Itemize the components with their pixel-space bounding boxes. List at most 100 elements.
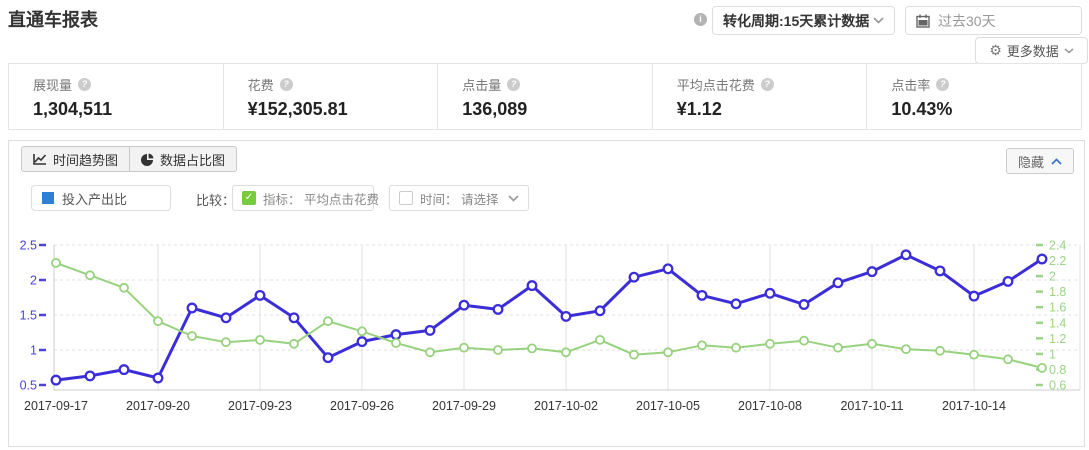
data-point-roi[interactable] <box>186 302 198 314</box>
chart-legend-row: 投入产出比 比较： 指标： 平均点击花费 时间： 请选择 <box>9 185 1084 213</box>
data-point-avg_cost[interactable] <box>799 335 809 346</box>
data-point-avg_cost[interactable] <box>187 331 197 341</box>
data-point-avg_cost[interactable] <box>425 347 435 358</box>
chevron-down-icon <box>873 17 884 24</box>
help-icon[interactable] <box>760 78 774 91</box>
data-point-roi[interactable] <box>526 280 538 292</box>
data-point-avg_cost[interactable] <box>901 344 911 355</box>
data-point-avg_cost[interactable] <box>51 257 61 268</box>
data-point-roi[interactable] <box>968 290 980 302</box>
info-icon[interactable] <box>694 13 707 26</box>
data-point-avg_cost[interactable] <box>289 338 299 349</box>
data-point-avg_cost[interactable] <box>969 349 979 360</box>
data-point-avg_cost[interactable] <box>323 316 333 327</box>
hide-chart-button[interactable]: 隐藏 <box>1005 148 1074 174</box>
data-point-roi[interactable] <box>764 287 776 299</box>
data-point-roi[interactable] <box>424 324 436 336</box>
data-point-avg_cost[interactable] <box>595 335 605 345</box>
metric-value: 1,304,511 <box>33 99 113 119</box>
data-point-roi[interactable] <box>730 298 742 310</box>
metric-value: 136,089 <box>462 99 528 119</box>
data-point-avg_cost[interactable] <box>833 342 843 353</box>
help-icon[interactable] <box>279 78 293 91</box>
data-point-roi[interactable] <box>152 372 164 384</box>
more-data-button[interactable]: 更多数据 <box>975 37 1088 64</box>
data-point-avg_cost[interactable] <box>527 343 537 354</box>
data-point-avg_cost[interactable] <box>765 338 775 349</box>
data-point-roi[interactable] <box>662 263 674 275</box>
compare-time-checkbox[interactable]: 时间： 请选择 <box>389 185 529 211</box>
data-point-roi[interactable] <box>356 336 368 348</box>
conversion-cycle-select[interactable]: 转化周期:15天累计数据 <box>712 6 895 35</box>
pie-chart-icon <box>141 153 154 166</box>
data-point-roi[interactable] <box>560 310 572 322</box>
metric-card-impressions: 展现量 1,304,511 <box>9 64 223 129</box>
compare-label: 比较： <box>196 193 236 208</box>
metric-card-cost: 花费 ¥152,305.81 <box>222 64 438 129</box>
data-point-roi[interactable] <box>934 265 946 277</box>
compare-metric-checkbox[interactable]: 指标： 平均点击花费 <box>232 185 379 211</box>
data-point-roi[interactable] <box>458 299 470 311</box>
left-axis-tick-label: 2.5 <box>20 239 37 253</box>
data-point-roi[interactable] <box>696 289 708 301</box>
data-point-avg_cost[interactable] <box>561 347 571 358</box>
data-point-roi[interactable] <box>866 266 878 278</box>
chart-panel: 时间趋势图 数据占比图 隐藏 投入产出比 比较： 指标： 平均点击花费 <box>8 140 1085 447</box>
line-chart-icon <box>33 154 47 165</box>
data-point-roi[interactable] <box>254 289 266 301</box>
trend-chart: 0.511.522.50.60.811.21.41.61.822.22.4201… <box>20 239 1081 413</box>
data-point-avg_cost[interactable] <box>221 337 231 348</box>
data-point-roi[interactable] <box>322 352 334 364</box>
help-icon[interactable] <box>78 78 92 91</box>
data-point-avg_cost[interactable] <box>663 347 673 358</box>
metric-value: 10.43% <box>891 99 953 119</box>
metric-card-clicks: 点击量 136,089 <box>437 64 652 129</box>
data-point-roi[interactable] <box>390 329 402 341</box>
data-point-avg_cost[interactable] <box>697 340 707 351</box>
data-point-avg_cost[interactable] <box>935 345 945 356</box>
data-point-avg_cost[interactable] <box>1037 362 1047 373</box>
tab-time-trend[interactable]: 时间趋势图 <box>21 146 131 172</box>
data-point-roi[interactable] <box>492 303 504 315</box>
x-axis-tick-label: 2017-10-14 <box>942 399 1006 413</box>
data-point-roi[interactable] <box>288 312 300 324</box>
data-point-avg_cost[interactable] <box>493 345 503 355</box>
data-point-avg_cost[interactable] <box>867 338 877 349</box>
data-point-roi[interactable] <box>84 370 96 382</box>
data-point-avg_cost[interactable] <box>629 349 639 360</box>
data-point-avg_cost[interactable] <box>85 270 95 281</box>
data-point-avg_cost[interactable] <box>119 282 129 293</box>
series-label: 投入产出比 <box>62 191 128 207</box>
data-point-avg_cost[interactable] <box>255 335 265 345</box>
x-axis-tick-label: 2017-09-23 <box>228 399 292 413</box>
date-range-picker[interactable]: 过去30天 <box>905 6 1082 35</box>
metric-card-avg-click-cost: 平均点击花费 ¥1.12 <box>651 64 867 129</box>
help-icon[interactable] <box>507 78 521 91</box>
metric-label: 平均点击花费 <box>676 78 755 93</box>
series-line-avg_cost <box>55 261 1043 369</box>
metric-label: 展现量 <box>33 78 73 93</box>
data-point-roi[interactable] <box>798 299 810 310</box>
help-icon[interactable] <box>936 78 950 91</box>
data-point-avg_cost[interactable] <box>357 326 367 337</box>
data-point-roi[interactable] <box>50 374 62 386</box>
data-point-avg_cost[interactable] <box>1003 354 1013 365</box>
right-axis-tick-label: 2 <box>1049 270 1056 284</box>
data-point-roi[interactable] <box>900 249 912 261</box>
compare-time-label: 时间： 请选择 <box>420 192 499 207</box>
data-point-roi[interactable] <box>1002 275 1014 287</box>
data-point-avg_cost[interactable] <box>731 342 741 353</box>
x-axis-tick-label: 2017-09-26 <box>330 399 394 413</box>
data-point-avg_cost[interactable] <box>391 338 401 348</box>
data-point-roi[interactable] <box>594 305 606 317</box>
data-point-roi[interactable] <box>220 312 232 324</box>
series-selector-roi[interactable]: 投入产出比 <box>31 185 171 211</box>
data-point-avg_cost[interactable] <box>459 342 469 353</box>
data-point-roi[interactable] <box>118 364 130 376</box>
tab-data-proportion[interactable]: 数据占比图 <box>129 146 238 172</box>
data-point-roi[interactable] <box>832 277 844 289</box>
data-point-roi[interactable] <box>1036 253 1048 265</box>
data-point-avg_cost[interactable] <box>153 316 163 327</box>
data-point-roi[interactable] <box>628 271 640 283</box>
